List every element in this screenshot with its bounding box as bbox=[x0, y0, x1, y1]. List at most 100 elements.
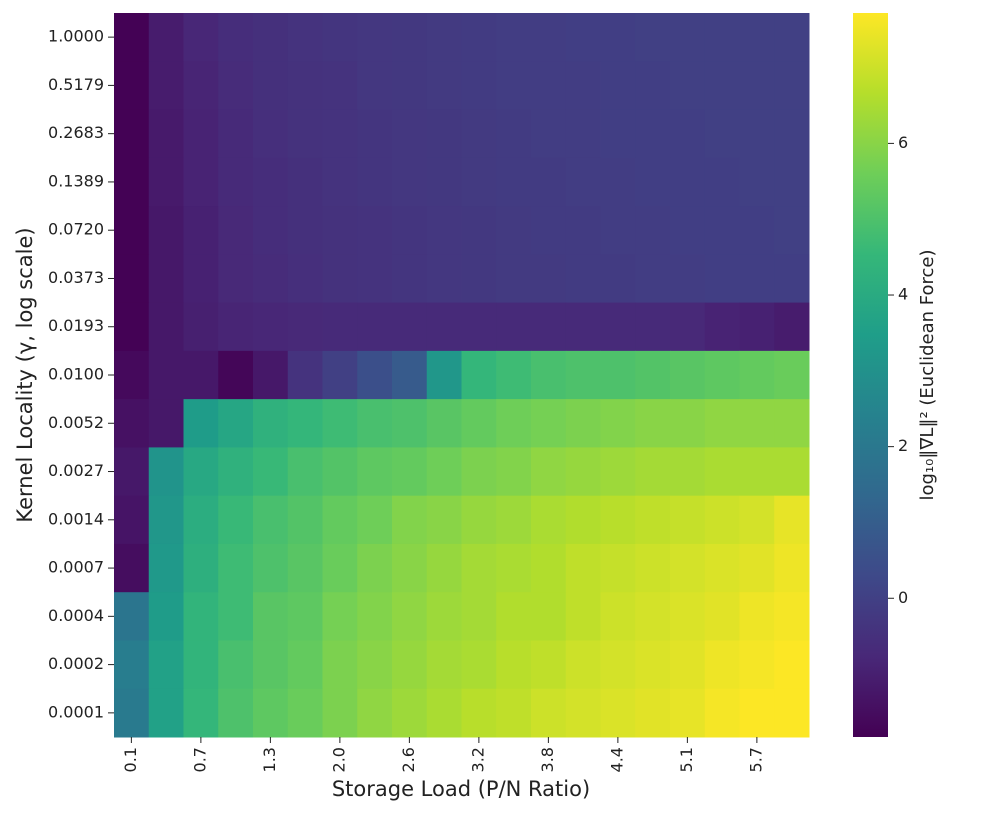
heatmap-cell bbox=[565, 688, 601, 738]
heatmap-cell bbox=[704, 495, 740, 545]
heatmap-cell bbox=[670, 13, 706, 62]
heatmap-cell bbox=[253, 399, 289, 448]
heatmap-cell bbox=[253, 109, 289, 159]
heatmap-cell bbox=[183, 640, 219, 690]
heatmap-cell bbox=[357, 206, 393, 255]
heatmap-cell bbox=[704, 399, 740, 448]
heatmap-cell bbox=[392, 61, 428, 111]
heatmap-cell bbox=[148, 543, 184, 593]
heatmap-cell bbox=[461, 495, 497, 545]
heatmap-cell bbox=[357, 302, 393, 352]
heatmap-cell bbox=[322, 495, 358, 545]
heatmap-cell bbox=[739, 302, 775, 352]
heatmap-cell bbox=[322, 302, 358, 352]
heatmap-cell bbox=[739, 206, 775, 255]
heatmap-cell bbox=[774, 688, 810, 738]
heatmap-cell bbox=[148, 109, 184, 159]
heatmap-cell bbox=[600, 61, 636, 111]
heatmap-cell bbox=[392, 350, 428, 400]
heatmap-cell bbox=[635, 206, 671, 255]
heatmap-cell bbox=[357, 13, 393, 62]
heatmap-cell bbox=[322, 254, 358, 304]
heatmap-cell bbox=[704, 592, 740, 641]
heatmap-cell bbox=[496, 640, 532, 690]
heatmap-cell bbox=[322, 592, 358, 641]
heatmap-cell bbox=[531, 688, 567, 738]
heatmap-cell bbox=[670, 640, 706, 690]
y-tick-label: 0.2683 bbox=[48, 123, 104, 142]
heatmap-cell bbox=[496, 543, 532, 593]
heatmap-cell bbox=[739, 495, 775, 545]
heatmap-cell bbox=[357, 61, 393, 111]
y-tick-label: 0.0027 bbox=[48, 461, 104, 480]
heatmap-cell bbox=[704, 157, 740, 207]
heatmap-cell bbox=[322, 447, 358, 497]
heatmap-cell bbox=[635, 688, 671, 738]
heatmap-cell bbox=[461, 640, 497, 690]
heatmap-cell bbox=[635, 447, 671, 497]
heatmap-cell bbox=[774, 109, 810, 159]
heatmap-cell bbox=[114, 157, 150, 207]
heatmap-cell bbox=[565, 447, 601, 497]
heatmap-cell bbox=[287, 157, 323, 207]
heatmap-cell bbox=[392, 447, 428, 497]
heatmap-cell bbox=[461, 543, 497, 593]
heatmap-cell bbox=[635, 543, 671, 593]
heatmap-cell bbox=[392, 157, 428, 207]
heatmap-cell bbox=[392, 109, 428, 159]
heatmap-cell bbox=[704, 13, 740, 62]
heatmap-cell bbox=[739, 640, 775, 690]
colorbar-label: log₁₀‖∇L‖² (Euclidean Force) bbox=[917, 250, 938, 501]
heatmap-cell bbox=[531, 109, 567, 159]
heatmap-cell bbox=[635, 302, 671, 352]
heatmap-cell bbox=[565, 399, 601, 448]
heatmap-cell bbox=[496, 157, 532, 207]
heatmap-cell bbox=[461, 592, 497, 641]
heatmap-cell bbox=[739, 157, 775, 207]
heatmap-cell bbox=[600, 350, 636, 400]
heatmap-cell bbox=[531, 302, 567, 352]
y-tick-label: 0.0002 bbox=[48, 654, 104, 673]
heatmap-cell bbox=[600, 254, 636, 304]
heatmap-cell bbox=[253, 302, 289, 352]
y-tick-label: 0.0007 bbox=[48, 558, 104, 577]
heatmap-cell bbox=[253, 447, 289, 497]
heatmap-cell bbox=[357, 447, 393, 497]
heatmap-cell bbox=[392, 592, 428, 641]
heatmap-cell bbox=[461, 157, 497, 207]
heatmap-cell bbox=[148, 302, 184, 352]
heatmap-cell bbox=[287, 592, 323, 641]
x-tick-label: 3.2 bbox=[468, 747, 487, 772]
heatmap-cell bbox=[461, 302, 497, 352]
heatmap-cell bbox=[670, 688, 706, 738]
heatmap-cell bbox=[287, 254, 323, 304]
heatmap-cell bbox=[253, 61, 289, 111]
heatmap-cell bbox=[565, 254, 601, 304]
heatmap-cell bbox=[114, 206, 150, 255]
heatmap-cell bbox=[461, 350, 497, 400]
heatmap-cell bbox=[704, 447, 740, 497]
heatmap-cell bbox=[426, 495, 462, 545]
heatmap-cell bbox=[253, 254, 289, 304]
heatmap-cell bbox=[218, 543, 254, 593]
heatmap-cell bbox=[496, 495, 532, 545]
heatmap-cell bbox=[392, 13, 428, 62]
heatmap-cell bbox=[183, 13, 219, 62]
heatmap-cell bbox=[739, 447, 775, 497]
y-tick-label: 0.0052 bbox=[48, 413, 104, 432]
heatmap-cell bbox=[496, 447, 532, 497]
heatmap-cell bbox=[739, 350, 775, 400]
heatmap-cell bbox=[496, 109, 532, 159]
heatmap-cell bbox=[461, 206, 497, 255]
x-tick-label: 3.8 bbox=[538, 747, 557, 772]
heatmap-cell bbox=[531, 592, 567, 641]
heatmap-cell bbox=[565, 13, 601, 62]
heatmap-cell bbox=[531, 447, 567, 497]
heatmap-cell bbox=[322, 206, 358, 255]
heatmap-cell bbox=[218, 350, 254, 400]
heatmap-cell bbox=[774, 254, 810, 304]
heatmap-cell bbox=[287, 350, 323, 400]
heatmap-cell bbox=[287, 206, 323, 255]
heatmap-cell bbox=[183, 206, 219, 255]
heatmap-cell bbox=[531, 13, 567, 62]
